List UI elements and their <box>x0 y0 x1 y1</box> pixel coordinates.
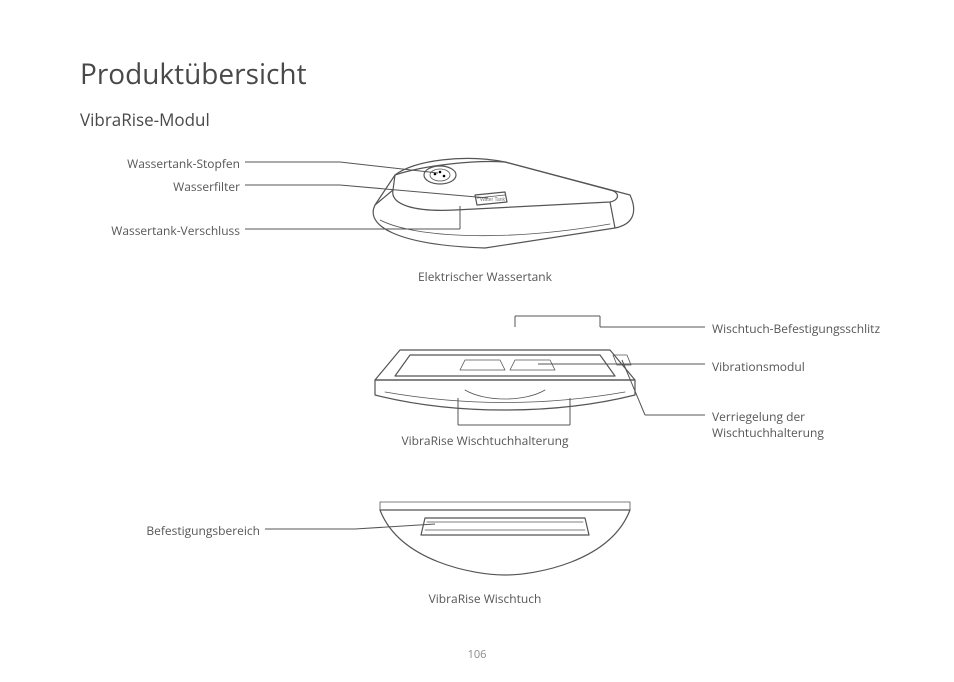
product-overview-page: Produktübersicht VibraRise-Modul Water T… <box>0 0 954 682</box>
caption-cloth: VibraRise Wischtuch <box>355 590 615 607</box>
leaders-cloth <box>0 0 954 682</box>
page-number: 106 <box>0 647 954 662</box>
